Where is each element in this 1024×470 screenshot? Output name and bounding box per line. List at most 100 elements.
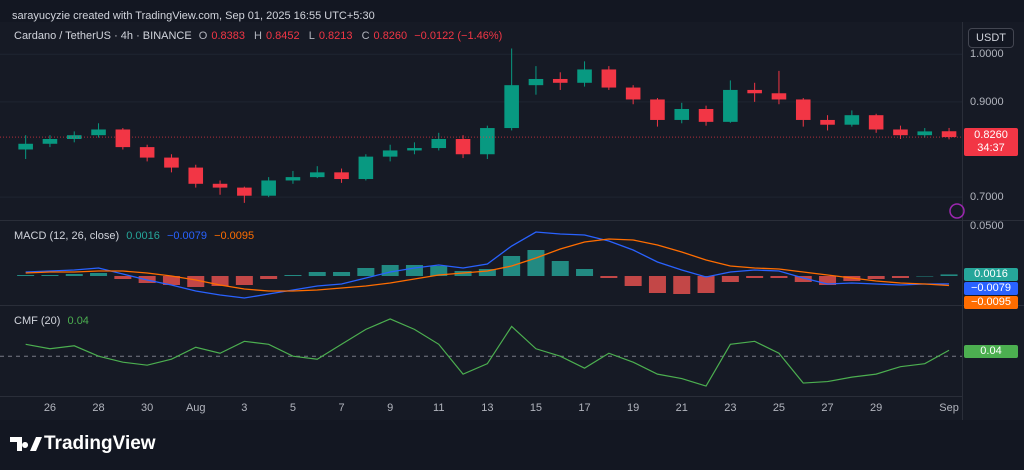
candle-body — [115, 129, 131, 148]
candle-body — [431, 139, 447, 149]
candle-body — [261, 180, 276, 196]
alert-icon[interactable] — [949, 203, 965, 219]
indicator-title[interactable]: MACD (12, 26, close) — [14, 230, 120, 242]
histogram-bar — [746, 276, 764, 278]
histogram-bar — [90, 273, 108, 276]
last-price: 0.8260 — [974, 129, 1008, 141]
brand-name: TradingView — [44, 433, 156, 454]
histogram-bar — [41, 275, 59, 276]
candle-body — [577, 69, 592, 83]
candle-body — [334, 172, 349, 180]
histogram-value: 0.0016 — [126, 230, 160, 242]
histogram-bar — [600, 276, 618, 278]
symbol[interactable]: Cardano / TetherUS · 4h · BINANCE — [14, 30, 192, 42]
x-tick-label: 5 — [290, 402, 296, 414]
x-tick-label: 11 — [433, 402, 444, 414]
x-tick-label: 27 — [821, 402, 833, 414]
histogram-bar — [260, 276, 278, 279]
change-value: −0.0122 (−1.46%) — [414, 30, 503, 42]
histogram-bar — [916, 276, 934, 277]
x-tick-label: 26 — [44, 402, 56, 414]
histogram-bar — [308, 272, 326, 276]
histogram-bar — [576, 269, 594, 276]
candle-body — [528, 78, 544, 86]
candle-body — [868, 115, 884, 130]
candle-body — [941, 131, 957, 138]
x-tick-label: 21 — [676, 402, 688, 414]
candle-body — [188, 167, 204, 184]
close-value: 0.8260 — [373, 30, 408, 42]
x-tick-label: 28 — [92, 402, 104, 414]
candle-body — [91, 129, 106, 136]
countdown: 34:37 — [977, 142, 1005, 154]
y-tick-label: 1.0000 — [970, 48, 1004, 60]
signal-label: −0.0095 — [964, 296, 1018, 309]
histogram-bar — [17, 275, 35, 276]
currency-button[interactable]: USDT — [968, 28, 1014, 48]
histogram-bar — [114, 276, 132, 279]
watermark: sarayucyzie created with TradingView.com… — [12, 10, 375, 22]
candle-body — [455, 139, 471, 155]
x-tick-label: Sep — [939, 402, 959, 414]
indicator-line — [25, 238, 950, 292]
brand-logo: TradingView — [10, 433, 156, 454]
x-tick-label: 13 — [481, 402, 493, 414]
x-tick-label: 30 — [141, 402, 153, 414]
candle-body — [795, 99, 811, 120]
candle-body — [407, 148, 422, 151]
histogram-bar — [673, 276, 691, 294]
histogram-bar — [624, 276, 642, 286]
x-tick-label: 7 — [338, 402, 344, 414]
indicator-title[interactable]: CMF (20) — [14, 315, 61, 327]
histogram-bar — [235, 276, 253, 285]
histogram-bar — [284, 275, 302, 276]
candle-body — [285, 177, 301, 181]
cmf-legend: CMF (20) 0.04 — [14, 315, 93, 327]
candle-body — [747, 89, 762, 94]
x-tick-label: 9 — [387, 402, 393, 414]
y-tick-label: 0.7000 — [970, 191, 1004, 203]
x-tick-label: 29 — [870, 402, 882, 414]
histogram-bar — [940, 274, 958, 276]
candle-body — [237, 187, 252, 196]
histogram-bar — [381, 265, 399, 276]
candle-body — [674, 108, 690, 120]
signal-value: −0.0095 — [214, 230, 255, 242]
histogram-label: 0.0016 — [964, 268, 1018, 281]
histogram-bar — [430, 266, 448, 276]
cmf-value: 0.04 — [67, 315, 89, 327]
candle-body — [625, 87, 641, 100]
histogram-bar — [697, 276, 715, 293]
histogram-bar — [405, 265, 423, 276]
histogram-bar — [357, 268, 375, 276]
candle-body — [480, 128, 495, 155]
candle-body — [18, 143, 33, 150]
histogram-bar — [794, 276, 812, 282]
open-value: 0.8383 — [211, 30, 245, 42]
candle-body — [820, 119, 835, 125]
candle-body — [844, 115, 860, 125]
high-value: 0.8452 — [266, 30, 300, 42]
histogram-bar — [333, 272, 351, 276]
candle-body — [552, 78, 568, 83]
histogram-bar — [819, 276, 837, 285]
x-tick-label: 3 — [241, 402, 247, 414]
x-tick-label: 19 — [627, 402, 639, 414]
candle-body — [893, 129, 908, 136]
indicator-line — [25, 231, 950, 299]
candle-body — [358, 156, 374, 180]
candle-body — [650, 99, 665, 120]
histogram-bar — [65, 274, 83, 276]
x-tick-label: 23 — [724, 402, 736, 414]
macd-legend: MACD (12, 26, close) 0.0016 −0.0079 −0.0… — [14, 230, 258, 242]
histogram-bar — [648, 276, 666, 293]
histogram-bar — [867, 276, 885, 279]
histogram-bar — [162, 276, 180, 285]
cmf-label: 0.04 — [964, 345, 1018, 358]
y-tick-label: 0.9000 — [970, 96, 1004, 108]
candle-body — [504, 85, 519, 129]
histogram-bar — [551, 261, 569, 276]
candle-body — [917, 131, 933, 136]
